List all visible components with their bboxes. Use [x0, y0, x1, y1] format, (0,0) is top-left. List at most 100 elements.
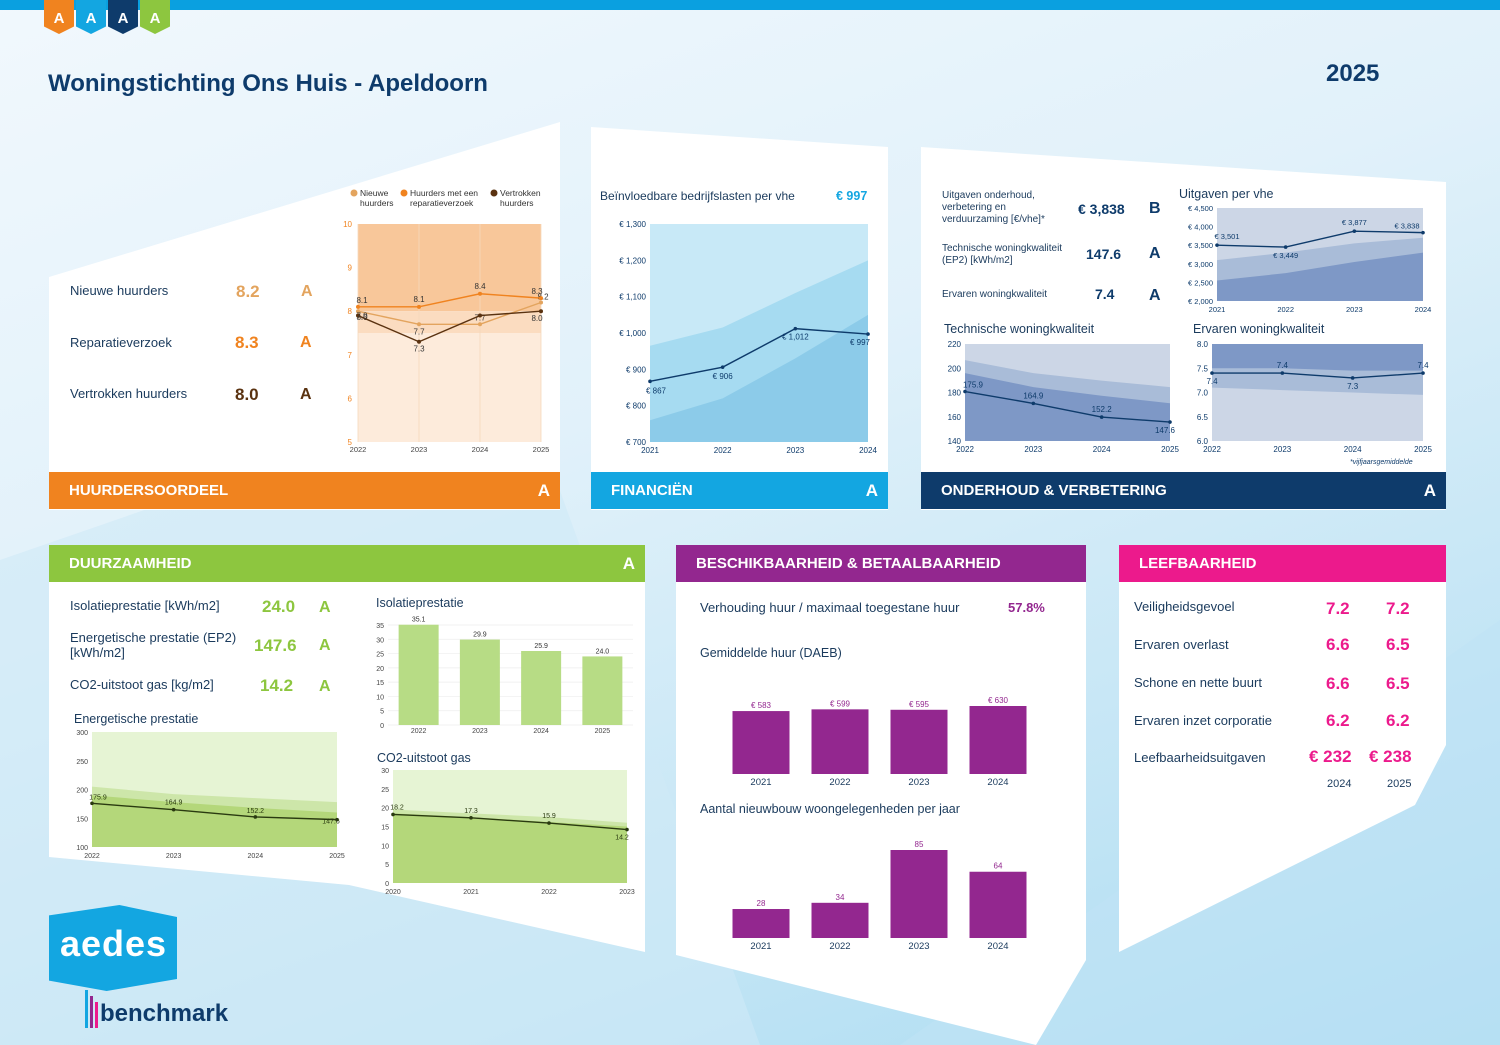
y-tick-label: 8 — [348, 307, 353, 316]
onderhoud-header-grade: A — [1423, 480, 1436, 500]
series-line-3 — [357, 310, 542, 343]
data-point — [1283, 245, 1288, 249]
y-tick-label: € 900 — [626, 365, 647, 374]
leef-2024-1: 7.2 — [1326, 599, 1350, 618]
x-tick-label: 2024 — [859, 446, 877, 455]
data-label: € 599 — [830, 699, 851, 708]
uitgaven-chart-title: Uitgaven per vhe — [1179, 187, 1274, 201]
data-point — [90, 801, 94, 806]
x-tick-label: 2021 — [750, 777, 771, 788]
y-tick-label: 8.0 — [1197, 340, 1209, 349]
financien-kpi-value: € 997 — [836, 189, 868, 203]
y-tick-label: 220 — [948, 340, 962, 349]
page-title: Woningstichting Ons Huis - Apeldoorn — [48, 70, 488, 97]
duurzaamheid-kpi-label-2: Energetische prestatie (EP2) [kWh/m2] — [70, 630, 237, 660]
huurders-label-3: Vertrokken huurders — [70, 386, 188, 401]
co2-chart-title: CO2-uitstoot gas — [377, 751, 471, 765]
energetisch-chart: 100 150 200 250 300 2022 2023 2024 2025 175.9 164.… — [76, 730, 345, 860]
huurders-grade-2: A — [300, 334, 312, 351]
y-tick-label: € 4,000 — [1188, 223, 1213, 232]
nieuwbouw-chart-title: Aantal nieuwbouw woongelegenheden per ja… — [700, 802, 960, 816]
huur-chart: € 583 2021 € 599 2022 € 595 2023 € 630 2024 — [732, 696, 1027, 788]
data-point — [478, 322, 482, 327]
huur-chart-title: Gemiddelde huur (DAEB) — [700, 646, 842, 660]
onderhoud-kpi-label-1: Uitgaven onderhoud, verbetering en verdu… — [942, 190, 1045, 225]
y-tick-label: € 3,500 — [1188, 241, 1213, 250]
x-tick-label: 2023 — [908, 777, 929, 788]
data-point — [1421, 371, 1425, 375]
duurzaamheid-header-title: DUURZAAMHEID — [69, 555, 192, 572]
series-line — [964, 390, 1171, 423]
y-tick-label: 6 — [348, 394, 353, 403]
leef-2025-3: 6.5 — [1386, 674, 1410, 693]
x-tick-label: 2023 — [619, 889, 635, 895]
financien-header-title: FINANCIËN — [611, 482, 693, 499]
huurders-value-2: 8.3 — [235, 333, 259, 352]
benchmark-logo-text: benchmark — [100, 1000, 229, 1027]
bar — [890, 850, 948, 938]
data-label: 175.9 — [89, 794, 107, 801]
data-point — [648, 379, 652, 384]
data-label: 164.9 — [165, 800, 183, 807]
bar — [398, 624, 439, 725]
y-tick-label: 250 — [76, 759, 88, 766]
data-label: € 3,501 — [1214, 232, 1239, 241]
data-point — [1421, 230, 1425, 235]
x-tick-label: 2023 — [472, 728, 488, 735]
legend-dot-reparatie — [400, 189, 408, 197]
onderhoud-kpi-value-3: 7.4 — [1095, 286, 1115, 302]
data-label: € 3,838 — [1394, 222, 1419, 231]
data-label: 24.0 — [596, 648, 610, 655]
leef-label-2: Ervaren overlast — [1134, 637, 1229, 652]
data-label: 7.4 — [1277, 361, 1289, 370]
duurzaamheid-header-grade: A — [622, 553, 635, 573]
data-label: 8.1 — [413, 295, 425, 304]
onderhoud-kpi-value-2: 147.6 — [1086, 246, 1122, 262]
y-tick-label: 7.5 — [1197, 364, 1209, 373]
nieuwbouw-chart: 28 2021 34 2022 85 2023 64 2024 — [732, 840, 1027, 950]
isolatie-chart-title: Isolatieprestatie — [376, 596, 464, 610]
x-tick-label: 2022 — [350, 445, 367, 454]
y-tick-label: € 1,200 — [619, 256, 646, 265]
data-point — [1031, 401, 1036, 406]
onderhoud-kpi-value-1: € 3,838 — [1078, 201, 1125, 217]
leef-2025-2: 6.5 — [1386, 635, 1410, 654]
y-tick-label: 150 — [76, 816, 88, 823]
financien-kpi-label: Beïnvloedbare bedrijfslasten per vhe — [600, 189, 795, 203]
y-tick-label: 180 — [948, 389, 962, 398]
y-tick-label: 20 — [376, 666, 384, 673]
legend-label-reparatie: Huurders met een reparatieverzoek — [410, 188, 478, 208]
x-tick-label: 2021 — [641, 446, 659, 455]
x-tick-label: 2022 — [541, 889, 557, 895]
x-tick-label: 2024 — [248, 853, 264, 860]
x-tick-label: 2022 — [84, 853, 100, 860]
duurzaamheid-kpi-grade-2: A — [319, 637, 331, 654]
leef-label-4: Ervaren inzet corporatie — [1134, 713, 1273, 728]
data-point — [335, 817, 339, 822]
data-point — [866, 332, 870, 336]
uitgaven-chart: € 2,000 € 2,500 € 3,000 € 3,500 € 4,000 € 4,5… — [1188, 204, 1431, 314]
data-point — [720, 365, 725, 369]
bar — [811, 709, 869, 774]
leef-2025-5: € 238 — [1369, 747, 1412, 766]
data-label: 164.9 — [1023, 391, 1044, 400]
brand-tag-1: A — [44, 0, 74, 34]
bar — [969, 871, 1027, 938]
leef-2025-4: 6.2 — [1386, 711, 1410, 730]
data-point — [356, 304, 360, 309]
brand-tag-2: A — [76, 0, 106, 34]
series-line — [91, 802, 338, 821]
y-tick-label: 140 — [948, 437, 962, 446]
series-line — [1216, 230, 1424, 248]
x-tick-label: 2022 — [1277, 305, 1294, 314]
data-label: 8.4 — [474, 282, 486, 291]
x-tick-label: 2021 — [750, 941, 771, 950]
data-label: 8.0 — [531, 314, 543, 323]
data-label: 17.3 — [464, 808, 478, 815]
duurzaamheid-kpi-value-3: 14.2 — [260, 676, 294, 695]
techkwal-chart-title: Technische woningkwaliteit — [944, 322, 1095, 336]
duurzaamheid-kpi-value-1: 24.0 — [262, 597, 296, 616]
x-tick-label: 2023 — [166, 853, 182, 860]
data-label: 7.9 — [356, 312, 368, 321]
y-tick-label: 5 — [348, 438, 353, 447]
